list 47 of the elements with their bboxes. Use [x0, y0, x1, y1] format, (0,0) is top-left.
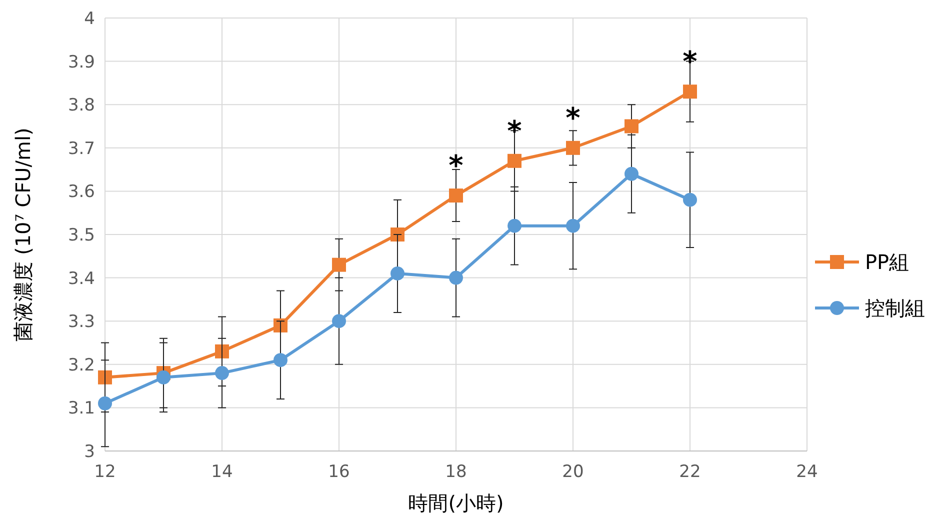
point — [624, 119, 638, 134]
point — [274, 353, 288, 368]
y-tick-label: 3.2 — [68, 355, 95, 376]
y-tick-label: 3.8 — [68, 96, 95, 116]
point — [566, 218, 580, 233]
point — [508, 218, 522, 233]
point — [98, 370, 112, 384]
x-axis-title: 時間(小時) — [408, 491, 504, 515]
x-tick-label: 16 — [328, 462, 350, 482]
legend-label: 控制組 — [865, 296, 925, 320]
point — [508, 154, 522, 168]
y-tick-label: 3.1 — [68, 398, 95, 419]
point — [683, 84, 697, 99]
y-tick-label: 3.4 — [68, 268, 95, 289]
point — [449, 270, 463, 285]
point — [98, 396, 112, 410]
y-tick-label: 4 — [84, 8, 95, 29]
x-tick-label: 18 — [445, 462, 467, 482]
x-tick-label: 24 — [796, 462, 818, 482]
point — [449, 188, 463, 203]
annotation: * — [507, 114, 522, 148]
x-tick-label: 14 — [211, 462, 233, 482]
x-tick-label: 12 — [94, 462, 116, 482]
annotation: * — [566, 102, 581, 134]
y-tick-label: 3.5 — [68, 225, 95, 246]
point — [390, 228, 404, 242]
point — [683, 192, 697, 207]
x-tick-label: 22 — [679, 462, 701, 482]
point — [566, 140, 580, 155]
point — [156, 370, 170, 384]
legend-label: PP組 — [865, 250, 910, 274]
point — [624, 166, 638, 181]
y-tick-label: 3.9 — [68, 52, 95, 72]
y-tick-label: 3 — [84, 442, 95, 462]
point — [390, 266, 404, 280]
x-tick-label: 20 — [562, 462, 584, 482]
point — [215, 344, 229, 358]
point — [332, 314, 346, 328]
y-tick-label: 3.6 — [68, 182, 95, 202]
y-tick-label: 3.7 — [68, 138, 95, 159]
y-axis-title: 菌液濃度 (10⁷ CFU/ml) — [11, 128, 35, 342]
y-tick-label: 3.3 — [68, 312, 95, 332]
point — [332, 258, 346, 272]
annotation: * — [682, 45, 698, 78]
point — [215, 366, 229, 380]
annotation: * — [448, 149, 464, 182]
point — [274, 318, 288, 332]
